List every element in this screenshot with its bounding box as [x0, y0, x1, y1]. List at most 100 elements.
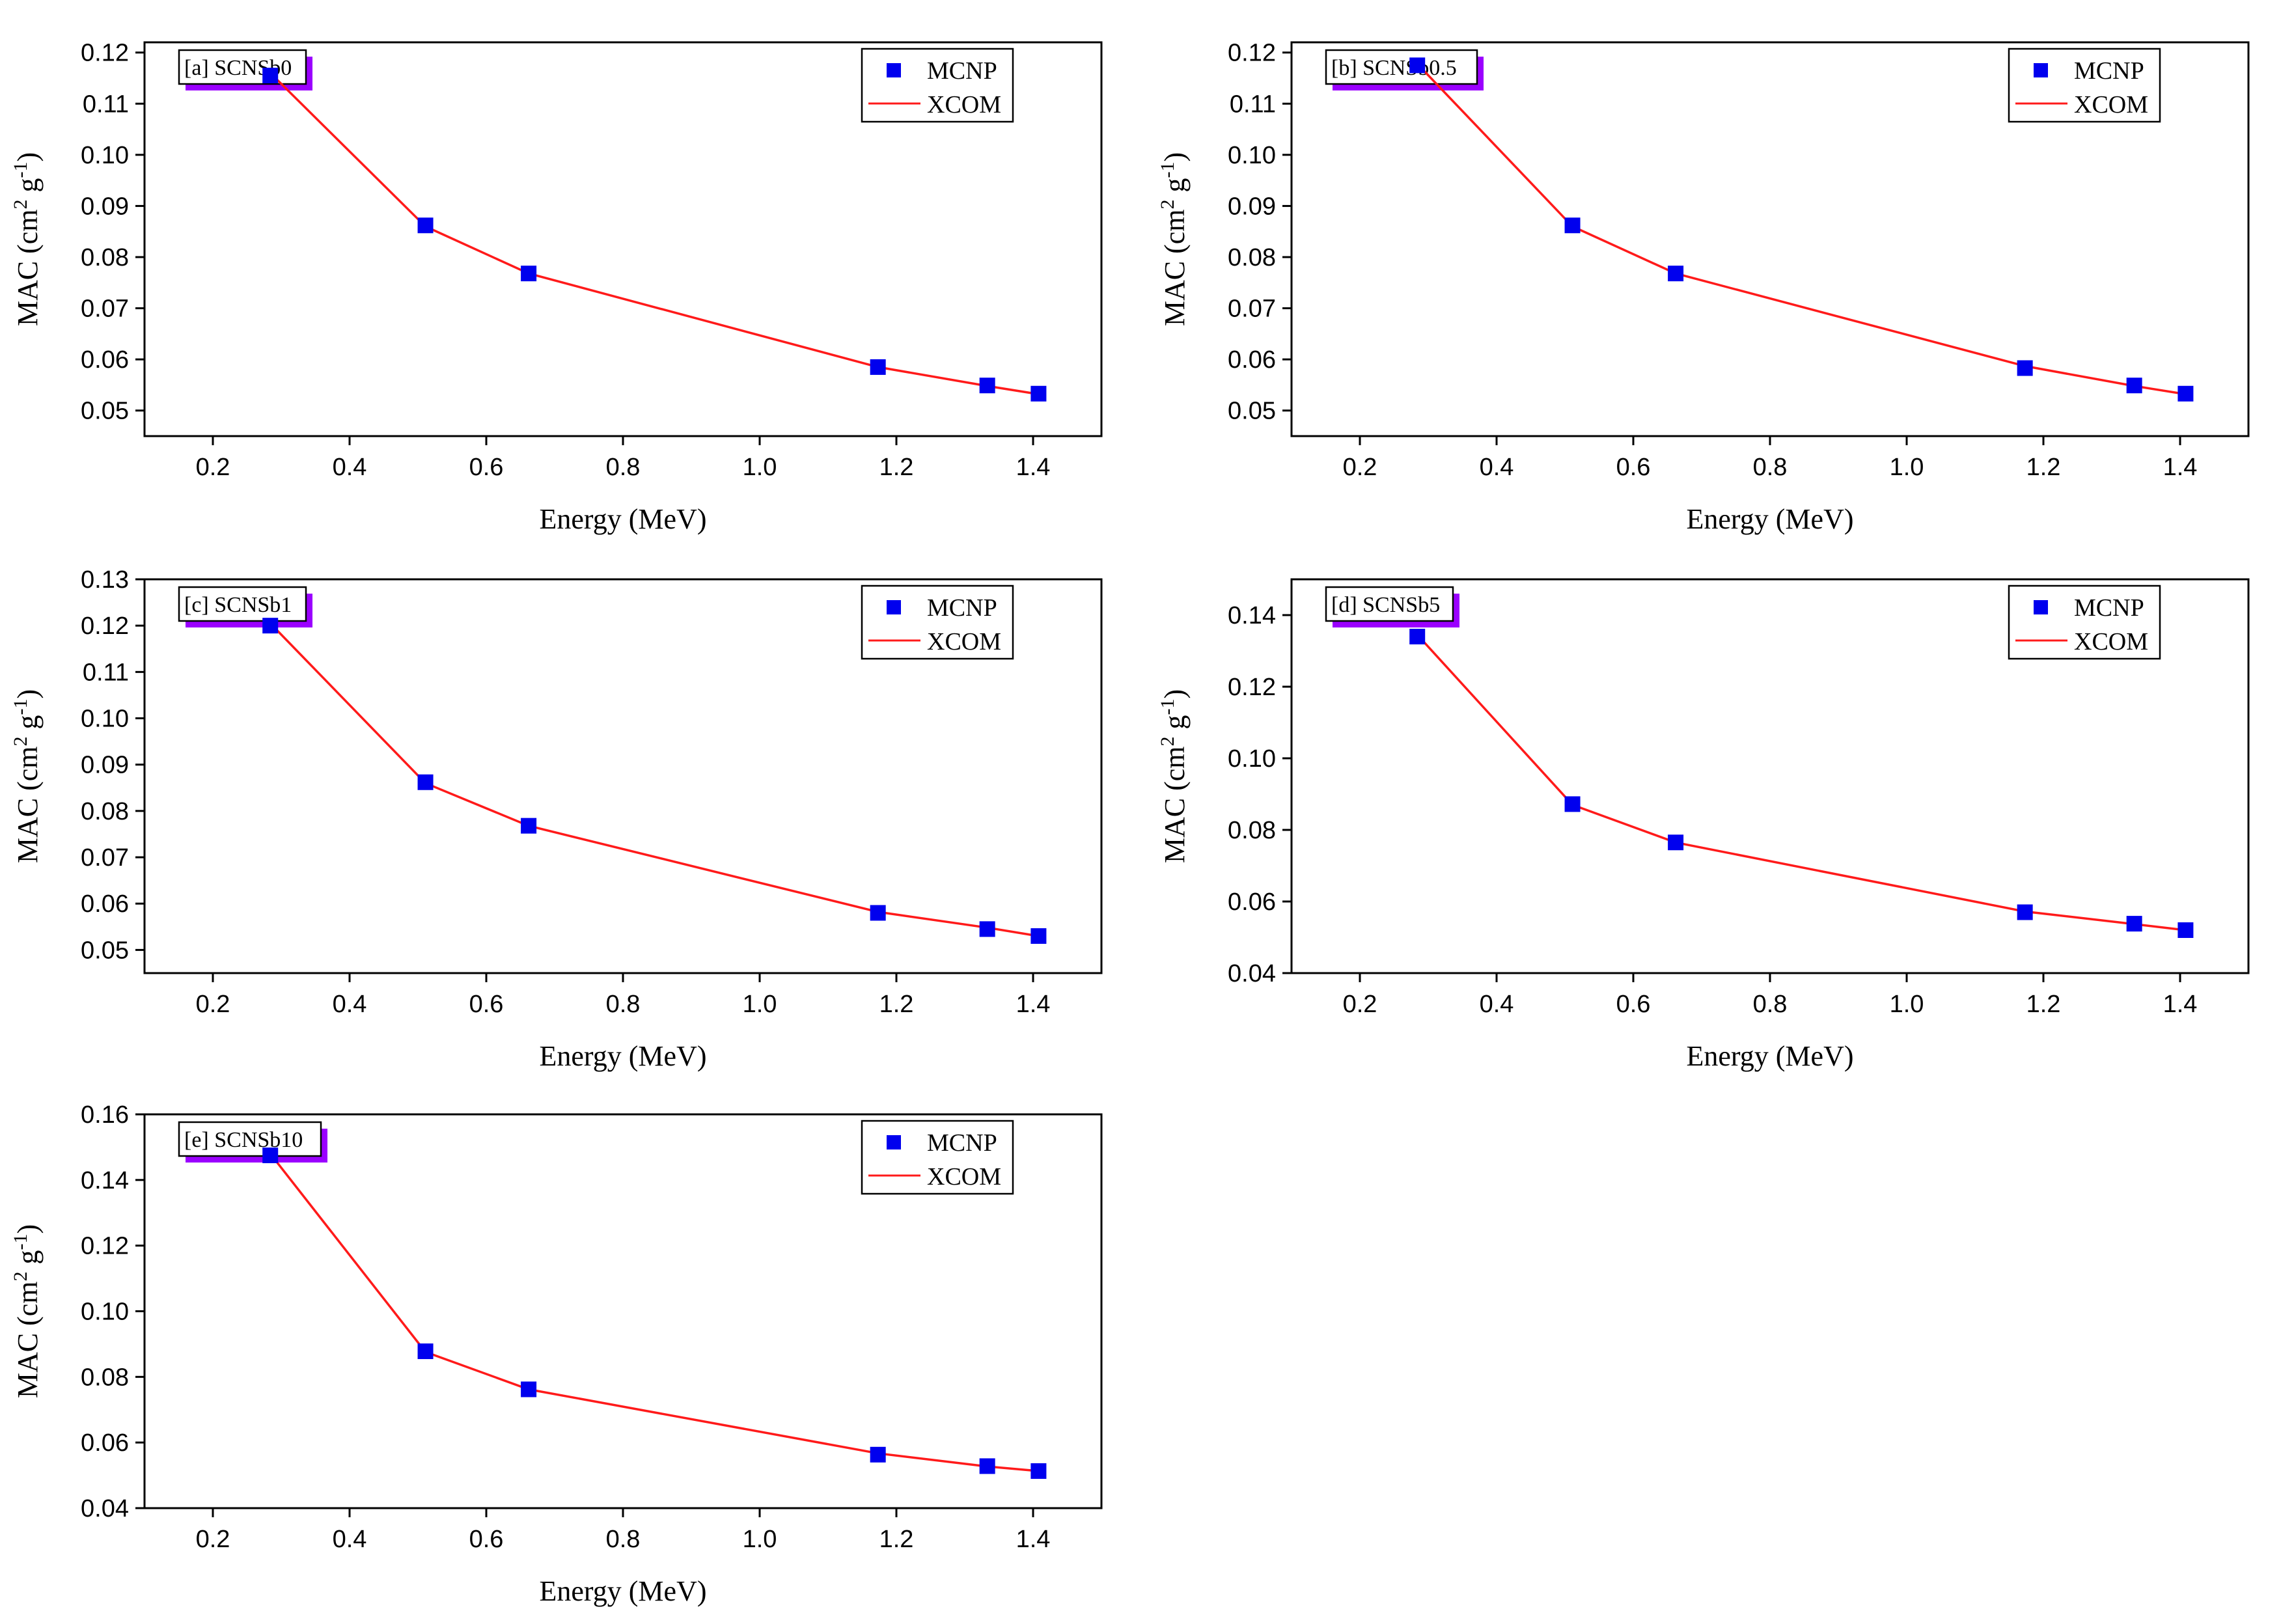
x-tick-label: 1.2 [2026, 991, 2061, 1018]
y-tick-label: 0.14 [81, 1167, 129, 1194]
y-tick-label: 0.10 [81, 706, 129, 733]
y-tick-label: 0.08 [81, 1364, 129, 1391]
x-tick-label: 0.4 [333, 1526, 367, 1553]
mcnp-point [870, 1446, 886, 1463]
x-tick-label: 1.0 [1890, 454, 1924, 481]
y-axis-title: MAC (cm2 g-1) [10, 152, 44, 326]
x-axis-title: Energy (MeV) [540, 503, 707, 535]
mcnp-point [417, 217, 434, 234]
y-tick-label: 0.08 [81, 244, 129, 271]
y-axis-title-sup2: -1 [10, 1234, 31, 1250]
panel-tag-box [1325, 586, 1454, 622]
legend-box [2008, 48, 2161, 123]
mcnp-point [1409, 57, 1426, 74]
panel-tag-label: [b] SCNSb0.5 [1331, 56, 1457, 80]
y-tick-label: 0.07 [81, 844, 129, 872]
legend-box [861, 48, 1014, 123]
y-axis-title: MAC (cm2 g-1) [1157, 152, 1191, 326]
x-tick-label: 1.4 [2163, 991, 2198, 1018]
legend-label-xcom: XCOM [927, 91, 1001, 118]
y-tick-label: 0.05 [81, 398, 129, 425]
mcnp-point [262, 1148, 279, 1164]
x-axis-title: Energy (MeV) [540, 1040, 707, 1072]
y-tick-label: 0.06 [1228, 888, 1276, 916]
legend-label-mcnp: MCNP [927, 594, 997, 622]
y-tick-label: 0.10 [81, 142, 129, 169]
y-axis-title-mid: g [1159, 715, 1191, 737]
panel-tag-box [178, 586, 307, 622]
legend-label-mcnp: MCNP [2074, 57, 2144, 85]
y-axis-title-base: MAC (cm [12, 747, 44, 864]
y-tick-label: 0.11 [83, 90, 129, 118]
mcnp-point [262, 618, 279, 634]
y-axis-title-sup1: 2 [1157, 200, 1178, 210]
y-axis-title-mid: g [1159, 178, 1191, 200]
y-axis-title-mid: g [12, 1250, 44, 1272]
y-axis-title-sup1: 2 [10, 200, 31, 210]
x-tick-label: 1.2 [879, 1526, 914, 1553]
y-axis-title-end: ) [1159, 689, 1191, 699]
x-tick-label: 1.2 [2026, 454, 2061, 481]
y-axis-title: MAC (cm2 g-1) [1157, 689, 1191, 863]
mcnp-point [1564, 796, 1581, 812]
panel-tag-label: [e] SCNSb10 [184, 1128, 303, 1152]
mcnp-point [1668, 834, 1684, 851]
panel-tag-box [1325, 49, 1478, 85]
xcom-series-line [1416, 634, 2186, 931]
x-tick-label: 0.6 [469, 991, 504, 1018]
legend-marker-mcnp [887, 600, 901, 614]
mcnp-point [2177, 922, 2194, 938]
y-tick-label: 0.12 [81, 40, 129, 67]
x-tick-label: 0.2 [196, 991, 230, 1018]
x-tick-label: 0.4 [1480, 454, 1514, 481]
legend-marker-mcnp [2034, 63, 2048, 77]
y-tick-label: 0.12 [1228, 40, 1276, 67]
y-axis-title: MAC (cm2 g-1) [10, 1224, 44, 1398]
y-axis-title-base: MAC (cm [1159, 210, 1191, 327]
mcnp-point [2177, 385, 2194, 402]
xcom-series-line [269, 1153, 1039, 1472]
mcnp-point [870, 359, 886, 375]
mcnp-point [2017, 904, 2033, 920]
legend-label-xcom: XCOM [2074, 628, 2148, 655]
y-axis-title-base: MAC (cm [12, 1282, 44, 1399]
y-tick-label: 0.08 [1228, 817, 1276, 844]
chart-panel-3: 0.2 0.4 0.6 0.8 1.0 1.2 1.4 0.05 0.06 0.07 0.08 0.0… [10, 566, 1103, 1072]
y-axis-title-end: ) [12, 152, 44, 162]
y-tick-label: 0.05 [81, 937, 129, 964]
legend-box [861, 1120, 1014, 1195]
mcnp-point [1030, 928, 1047, 944]
y-tick-label: 0.13 [81, 566, 129, 594]
x-tick-label: 1.0 [1890, 991, 1924, 1018]
mcnp-point [2017, 360, 2033, 376]
y-tick-label: 0.09 [1228, 193, 1276, 220]
legend-label-mcnp: MCNP [927, 1129, 997, 1157]
y-tick-label: 0.04 [1228, 960, 1276, 987]
panel-tag-box [178, 49, 307, 85]
legend-marker-mcnp [887, 1135, 901, 1149]
y-tick-label: 0.07 [1228, 296, 1276, 323]
y-axis-title: MAC (cm2 g-1) [10, 689, 44, 863]
y-axis-title-sup2: -1 [10, 699, 31, 715]
y-tick-label: 0.11 [83, 659, 129, 686]
x-tick-label: 1.2 [879, 454, 914, 481]
mcnp-point [979, 378, 995, 394]
x-tick-label: 1.4 [1016, 991, 1051, 1018]
legend-label-xcom: XCOM [2074, 91, 2148, 118]
y-axis-title-sup2: -1 [1157, 699, 1178, 715]
x-tick-label: 0.8 [606, 991, 641, 1018]
x-tick-label: 1.4 [2163, 454, 2198, 481]
legend-marker-mcnp [2034, 600, 2048, 614]
x-tick-label: 0.4 [333, 454, 367, 481]
y-tick-label: 0.06 [1228, 346, 1276, 374]
x-tick-label: 1.2 [879, 991, 914, 1018]
y-tick-label: 0.04 [81, 1495, 129, 1522]
y-tick-label: 0.09 [81, 752, 129, 779]
legend-label-mcnp: MCNP [927, 57, 997, 85]
chart-panel-4: 0.2 0.4 0.6 0.8 1.0 1.2 1.4 0.04 0.06 0.08 0.10 0.1… [1157, 578, 2250, 1072]
x-tick-label: 0.6 [469, 454, 504, 481]
x-tick-label: 0.4 [333, 991, 367, 1018]
mcnp-point [979, 1458, 995, 1474]
x-tick-label: 0.8 [606, 1526, 641, 1553]
y-axis-title-end: ) [12, 1224, 44, 1234]
